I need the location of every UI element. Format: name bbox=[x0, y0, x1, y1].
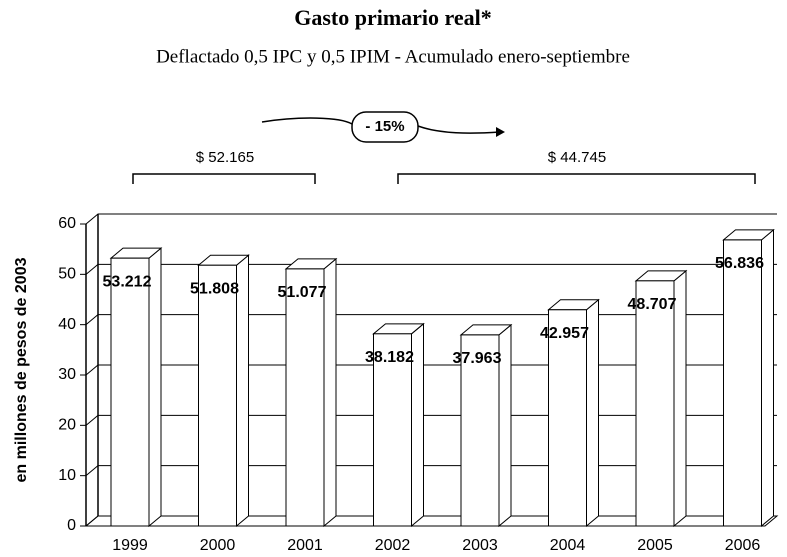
value-label: 37.963 bbox=[453, 350, 502, 367]
value-label: 56.836 bbox=[715, 255, 764, 272]
bracket bbox=[397, 173, 756, 184]
bar bbox=[284, 257, 338, 528]
x-tick-label: 2005 bbox=[637, 537, 673, 554]
bar-face bbox=[761, 228, 774, 528]
bar bbox=[459, 323, 513, 528]
period-label: $ 44.745 bbox=[548, 149, 606, 166]
value-label: 53.212 bbox=[103, 273, 152, 290]
change-label: - 15% bbox=[365, 118, 404, 135]
chart-subtitle: Deflactado 0,5 IPC y 0,5 IPIM - Acumulad… bbox=[156, 46, 630, 67]
grid-line bbox=[85, 263, 777, 275]
y-tick-label: 10 bbox=[58, 467, 76, 484]
bar bbox=[634, 269, 688, 528]
y-tick-label: 30 bbox=[58, 366, 76, 383]
bar-face bbox=[635, 280, 675, 527]
arrow bbox=[261, 117, 353, 125]
bar-face bbox=[548, 309, 587, 527]
bar-face bbox=[373, 333, 412, 527]
bracket bbox=[132, 173, 316, 184]
chart-title: Gasto primario real* bbox=[294, 5, 492, 30]
x-tick-label: 2004 bbox=[550, 537, 586, 554]
y-axis-label: en millones de pesos de 2003 bbox=[13, 257, 30, 482]
y-tick-label: 0 bbox=[67, 517, 76, 534]
x-tick-label: 1999 bbox=[112, 537, 148, 554]
x-tick-label: 2003 bbox=[462, 537, 498, 554]
bar-face bbox=[198, 264, 237, 527]
value-label: 42.957 bbox=[540, 325, 589, 342]
x-tick-label: 2001 bbox=[287, 537, 323, 554]
value-label: 48.707 bbox=[628, 296, 677, 313]
bar-face bbox=[285, 268, 325, 527]
x-tick-label: 2002 bbox=[375, 537, 411, 554]
bar-face bbox=[460, 334, 500, 527]
grid-line bbox=[85, 213, 777, 225]
arrow bbox=[417, 125, 501, 134]
bar bbox=[109, 247, 163, 528]
value-label: 38.182 bbox=[365, 349, 414, 366]
y-tick-label: 40 bbox=[58, 316, 76, 333]
x-tick-label: 2000 bbox=[200, 537, 236, 554]
bar-face bbox=[723, 239, 762, 527]
bar-face bbox=[110, 257, 150, 527]
x-tick-label: 2006 bbox=[725, 537, 761, 554]
value-label: 51.808 bbox=[190, 280, 239, 297]
arrow-head bbox=[496, 127, 505, 137]
y-tick-label: 20 bbox=[58, 417, 76, 434]
bar bbox=[372, 322, 425, 528]
y-tick-label: 60 bbox=[58, 215, 76, 232]
period-label: $ 52.165 bbox=[196, 149, 254, 166]
change-box bbox=[351, 111, 419, 143]
y-tick-label: 50 bbox=[58, 266, 76, 283]
bar bbox=[547, 298, 600, 528]
value-label: 51.077 bbox=[278, 284, 327, 301]
bar bbox=[722, 228, 775, 528]
bar bbox=[197, 254, 250, 528]
